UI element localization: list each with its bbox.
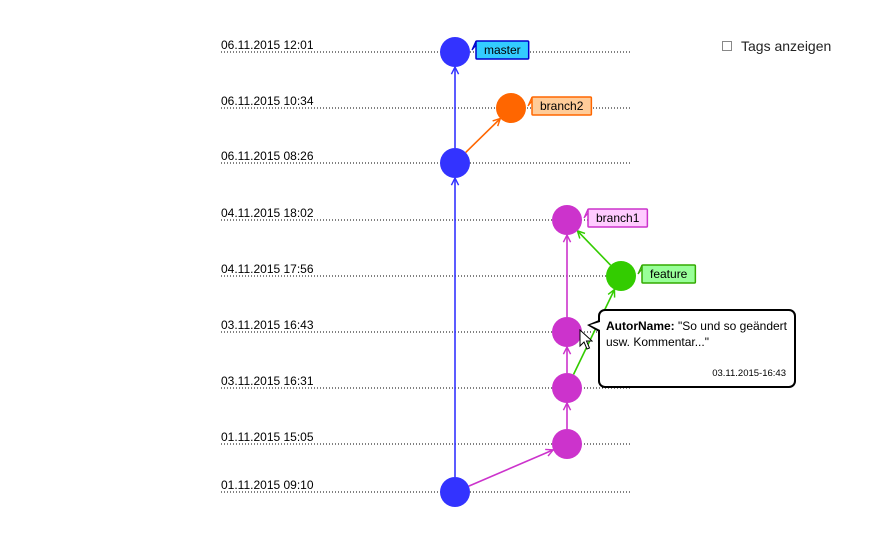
mouse-cursor-icon	[579, 329, 593, 350]
commit-node[interactable]	[440, 148, 470, 178]
branch-label-text: branch1	[596, 211, 640, 225]
branch-label-feature	[641, 264, 697, 284]
tooltip-message-line: AutorName: "So und so geändert usw. Komm…	[606, 318, 788, 350]
show-tags-toggle[interactable]: Tags anzeigen	[722, 38, 831, 54]
commit-node[interactable]	[552, 429, 582, 459]
branch-label-branch2	[531, 96, 593, 116]
timeline-date-label: 01.11.2015 09:10	[221, 478, 314, 492]
timeline-date-label: 06.11.2015 12:01	[221, 38, 314, 52]
branch-label-text: master	[484, 43, 521, 57]
commit-edge	[572, 290, 615, 375]
tooltip-date: 03.11.2015-16:43	[712, 368, 786, 379]
commit-node[interactable]	[440, 477, 470, 507]
commit-edge	[577, 231, 612, 266]
tooltip-pointer-inner	[590, 322, 600, 330]
show-tags-checkbox[interactable]	[722, 41, 732, 51]
show-tags-label: Tags anzeigen	[741, 38, 832, 54]
commit-node[interactable]	[552, 205, 582, 235]
commit-tooltip: AutorName: "So und so geändert usw. Komm…	[598, 309, 796, 388]
commit-node[interactable]	[496, 93, 526, 123]
timeline-date-label: 04.11.2015 17:56	[221, 262, 314, 276]
timeline-date-label: 01.11.2015 15:05	[221, 430, 314, 444]
branch-label-master	[475, 40, 530, 60]
timeline-date-label: 03.11.2015 16:43	[221, 318, 314, 332]
commit-edge	[468, 450, 553, 487]
timeline-date-label: 06.11.2015 10:34	[221, 94, 314, 108]
commit-node[interactable]	[552, 317, 582, 347]
commit-edge	[465, 119, 501, 154]
tooltip-message: "So und so geändert usw. Kommentar..."	[606, 319, 788, 349]
tooltip-author: AutorName:	[606, 319, 675, 333]
timeline-date-label: 04.11.2015 18:02	[221, 206, 314, 220]
commit-node[interactable]	[552, 373, 582, 403]
commit-node[interactable]	[606, 261, 636, 291]
branch-label-branch1	[587, 208, 649, 228]
timeline-date-label: 03.11.2015 16:31	[221, 374, 314, 388]
commit-node[interactable]	[440, 37, 470, 67]
branch-label-text: feature	[650, 267, 688, 281]
timeline-date-label: 06.11.2015 08:26	[221, 149, 314, 163]
branch-label-text: branch2	[540, 99, 584, 113]
